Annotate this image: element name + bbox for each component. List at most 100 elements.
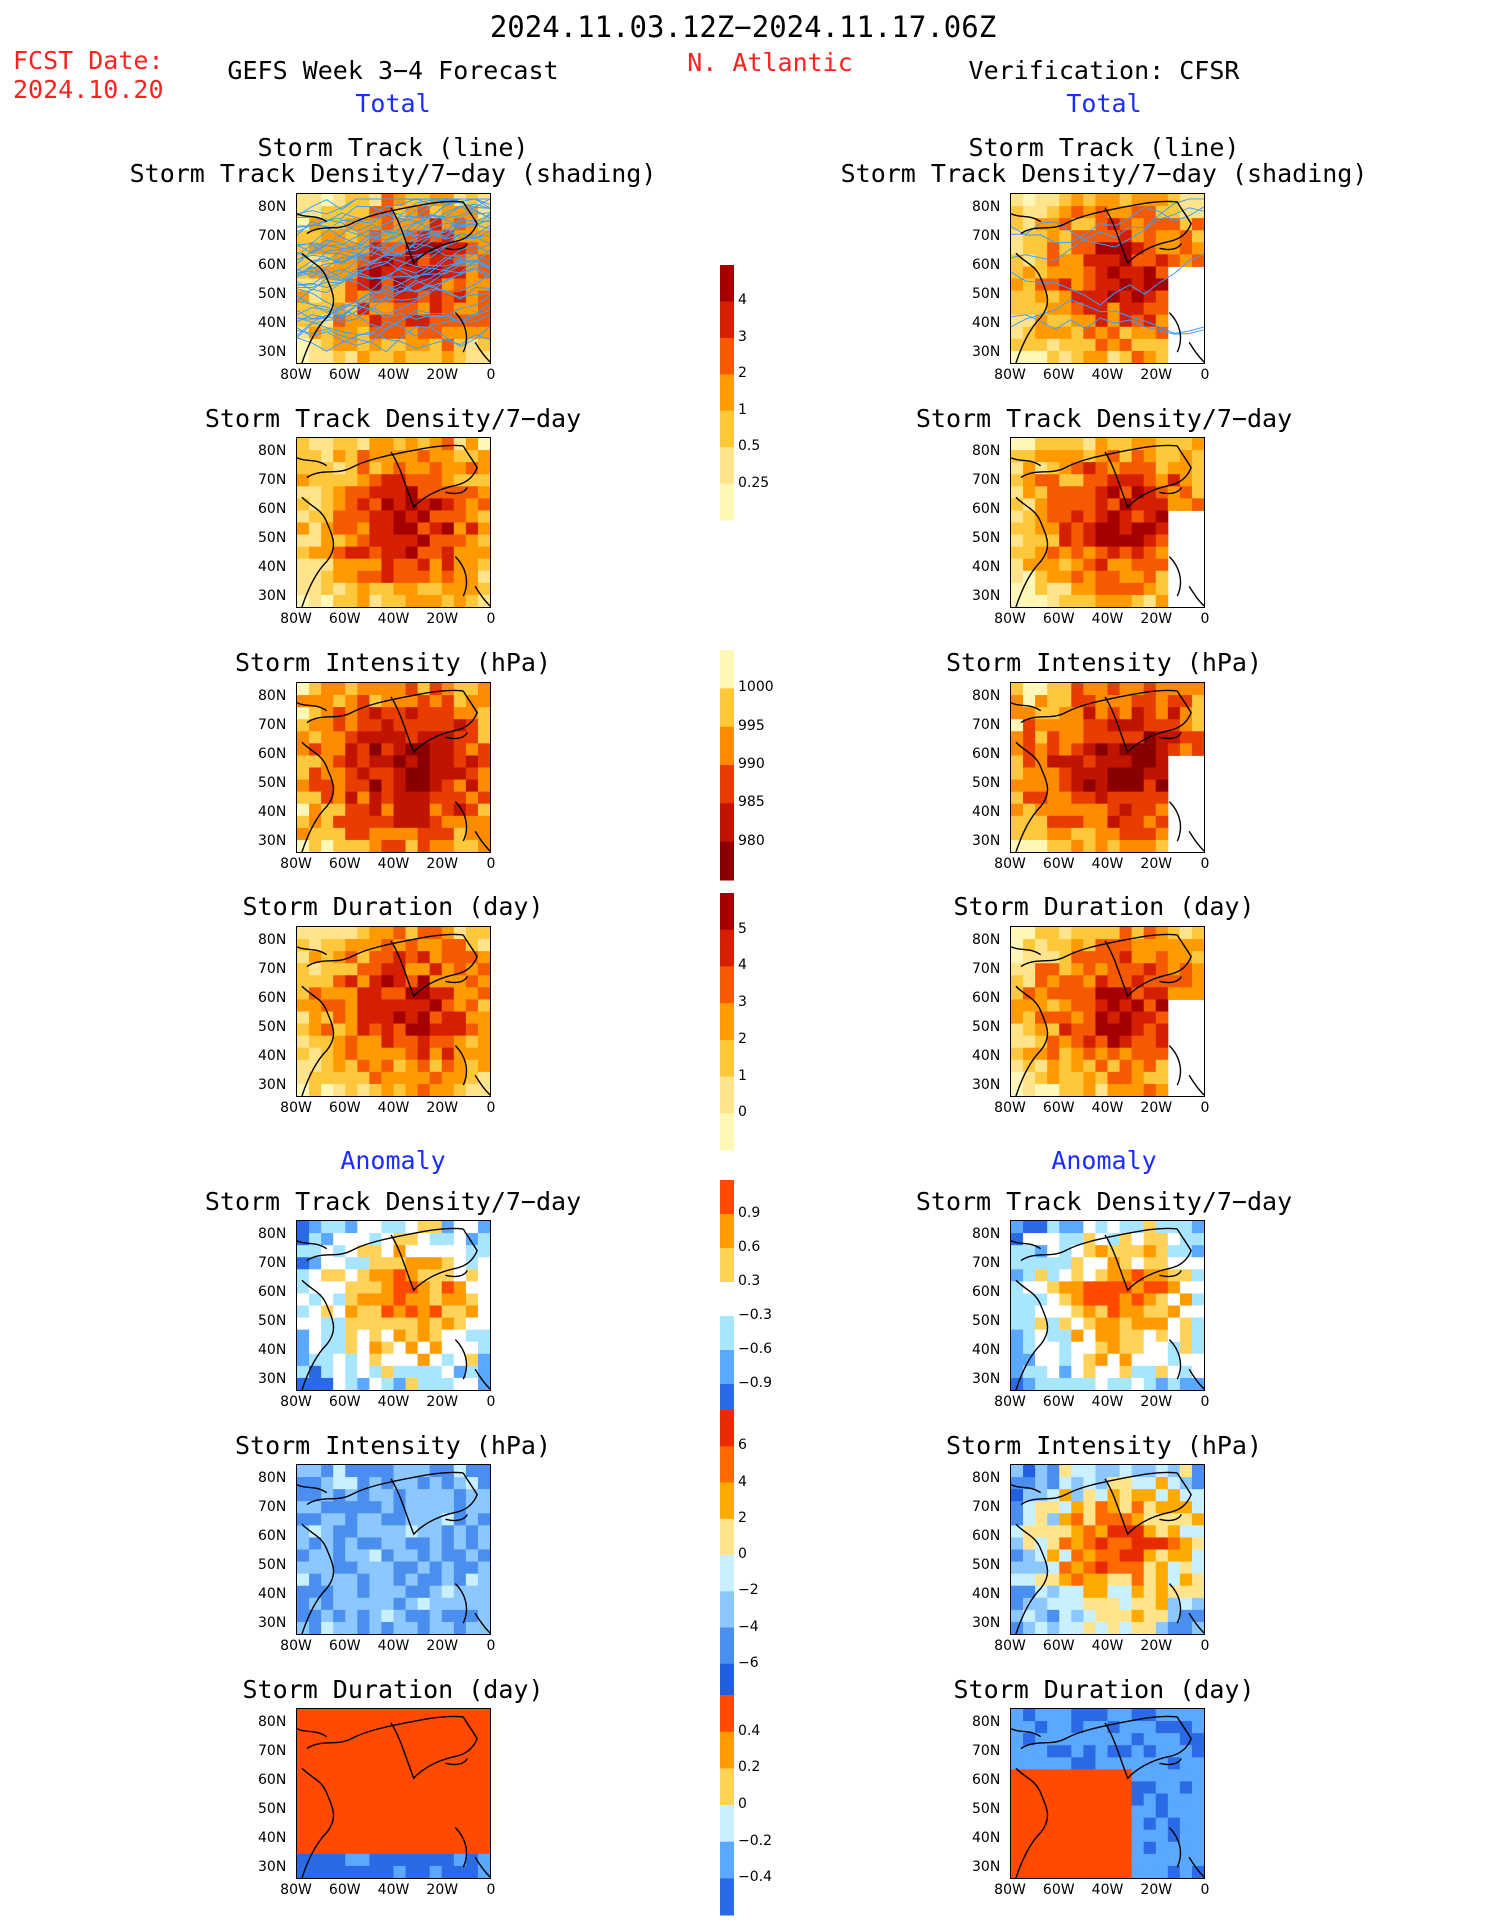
colorbar-swatch: [720, 841, 734, 881]
lon-tick-label: 40W: [1091, 856, 1124, 872]
map-panel: [1010, 682, 1205, 853]
lat-tick-label: 60N: [972, 501, 1001, 517]
colorbar-label: −0.3: [738, 1307, 772, 1323]
lon-tick-label: 80W: [280, 367, 312, 383]
lat-tick-label: 40N: [972, 1048, 1001, 1064]
lat-tick-label: 50N: [972, 530, 1001, 546]
lon-tick-label: 0: [1200, 367, 1210, 383]
colorbar-label: −4: [738, 1618, 759, 1635]
lat-tick-label: 60N: [258, 257, 287, 273]
colorbar-swatch: [720, 337, 734, 375]
colorbar-label: 3: [738, 328, 747, 345]
map-panel: [1010, 1464, 1205, 1635]
right-anomaly-label: Anomaly: [1051, 1146, 1157, 1175]
right-density-title: Storm Track Density/7−day: [915, 404, 1293, 433]
lon-tick-label: 20W: [426, 367, 459, 383]
lon-tick-label: 0: [486, 1100, 496, 1116]
colorbar-swatch: [720, 1003, 734, 1041]
lon-tick-label: 80W: [994, 1638, 1026, 1654]
lat-tick-label: 60N: [258, 1772, 287, 1788]
left-track-line-title: Storm Track (line): [257, 133, 529, 162]
lat-tick-label: 80N: [258, 199, 287, 215]
lon-tick-label: 0: [1200, 1638, 1210, 1654]
lat-tick-label: 80N: [258, 932, 287, 948]
map-field: [1011, 1465, 1204, 1634]
lat-tick-label: 60N: [972, 990, 1001, 1006]
map-panel: [296, 1220, 491, 1391]
lon-tick-label: 20W: [426, 1394, 459, 1410]
lat-tick-label: 40N: [972, 1342, 1001, 1358]
lon-tick-label: 60W: [1042, 1882, 1075, 1898]
colorbar-label: 2: [738, 1509, 747, 1526]
lat-tick-label: 60N: [258, 501, 287, 517]
lon-tick-label: 60W: [328, 611, 361, 627]
lon-tick-label: 80W: [280, 1100, 312, 1116]
lat-tick-label: 60N: [258, 746, 287, 762]
colorbar-swatch: [720, 1518, 734, 1556]
lon-tick-label: 60W: [328, 367, 361, 383]
lat-tick-label: 50N: [258, 775, 287, 791]
colorbar-label: 0.3: [738, 1273, 761, 1289]
lon-tick-label: 0: [486, 1394, 496, 1410]
lat-tick-label: 40N: [972, 315, 1001, 331]
colorbar-swatch: [720, 1214, 734, 1249]
colorbar-label: 4: [738, 292, 747, 309]
map-field: [1011, 438, 1204, 607]
lat-tick-label: 60N: [972, 257, 1001, 273]
lat-tick-label: 60N: [258, 1528, 287, 1544]
lon-tick-label: 60W: [328, 1394, 361, 1410]
lat-tick-label: 60N: [972, 1528, 1001, 1544]
colorbar-swatch: [720, 1446, 734, 1484]
lon-tick-label: 40W: [1091, 367, 1124, 383]
lat-tick-label: 50N: [258, 1801, 287, 1817]
lon-tick-label: 20W: [426, 1100, 459, 1116]
right-anom-duration-title: Storm Duration (day): [953, 1675, 1255, 1704]
colorbar-swatch: [720, 1076, 734, 1114]
lon-tick-label: 60W: [328, 1882, 361, 1898]
lon-tick-label: 20W: [1140, 1394, 1173, 1410]
colorbar-swatch: [720, 1695, 734, 1733]
colorbar-swatch: [720, 1316, 734, 1351]
lat-tick-label: 50N: [972, 1801, 1001, 1817]
lat-tick-label: 40N: [972, 804, 1001, 820]
lon-tick-label: 60W: [328, 1638, 361, 1654]
lon-tick-label: 0: [486, 856, 496, 872]
map-field: [1011, 927, 1204, 1096]
colorbar-label: −0.9: [738, 1375, 772, 1391]
lon-tick-label: 80W: [994, 1100, 1026, 1116]
colorbar-swatch: [720, 929, 734, 967]
colorbar-label: 990: [738, 756, 765, 772]
lat-tick-label: 30N: [972, 1615, 1001, 1631]
map-panel: [296, 1464, 491, 1635]
colorbar-swatch: [720, 726, 734, 766]
lat-tick-label: 40N: [258, 315, 287, 331]
lat-tick-label: 80N: [972, 199, 1001, 215]
colorbar-swatch: [720, 1384, 734, 1419]
lat-tick-label: 70N: [972, 1255, 1001, 1271]
colorbar-label: 2: [738, 365, 747, 382]
lon-tick-label: 60W: [1042, 1638, 1075, 1654]
lon-tick-label: 20W: [1140, 611, 1173, 627]
map-field: [297, 1709, 490, 1878]
lat-tick-label: 80N: [258, 688, 287, 704]
colorbar-label: −0.2: [738, 1832, 772, 1849]
lon-tick-label: 40W: [377, 611, 410, 627]
lat-tick-label: 80N: [972, 688, 1001, 704]
lon-tick-label: 40W: [1091, 611, 1124, 627]
lon-tick-label: 40W: [1091, 1394, 1124, 1410]
lon-tick-label: 20W: [426, 611, 459, 627]
lat-tick-label: 70N: [258, 961, 287, 977]
colorbar-label: 0.6: [738, 1239, 761, 1255]
colorbar-swatch: [720, 1113, 734, 1151]
lat-tick-label: 60N: [972, 1284, 1001, 1300]
left-anom-density-title: Storm Track Density/7−day: [204, 1187, 582, 1216]
colorbar-swatch: [720, 1039, 734, 1078]
right-duration-title: Storm Duration (day): [953, 892, 1255, 921]
map-panel: [1010, 193, 1205, 364]
colorbar-swatch: [720, 301, 734, 339]
lon-tick-label: 80W: [280, 856, 312, 872]
lat-tick-label: 80N: [972, 443, 1001, 459]
lat-tick-label: 70N: [972, 228, 1001, 244]
lon-tick-label: 80W: [994, 367, 1026, 383]
lon-tick-label: 40W: [1091, 1100, 1124, 1116]
